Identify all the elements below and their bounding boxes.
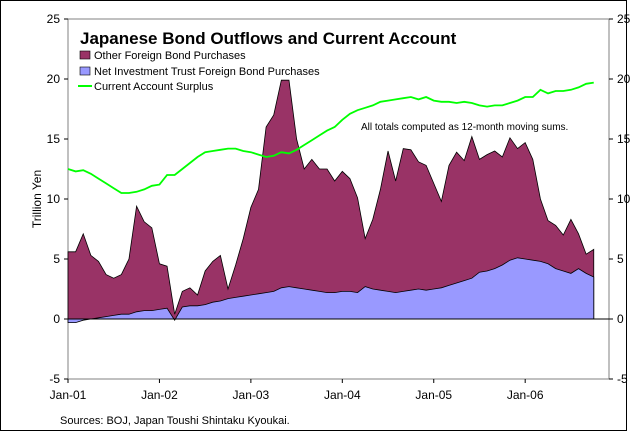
y-tick-label-left: 15 — [47, 132, 61, 146]
legend: Other Foreign Bond Purchases Net Investm… — [78, 50, 320, 93]
axes-layer: -5 -5 0 0 5 5 10 10 15 15 20 20 25 25 Jan-01 Jan-02 Jan-… — [47, 12, 631, 402]
y-tick-label-right: -5 — [617, 372, 628, 386]
legend-label-current-account-surplus: Current Account Surplus — [94, 81, 214, 93]
moving-sum-note: All totals computed as 12-month moving s… — [361, 122, 568, 133]
y-tick-label-left: 0 — [53, 312, 60, 326]
y-tick-label-right: 20 — [617, 72, 631, 86]
y-tick-label-left: 5 — [53, 252, 60, 266]
area-net-investment-trust — [67, 257, 595, 323]
x-tick-label: Jan-05 — [415, 388, 452, 402]
y-tick-label-right: 5 — [617, 252, 624, 266]
y-tick-label-right: 15 — [617, 132, 631, 146]
legend-label-net-investment-trust: Net Investment Trust Foreign Bond Purcha… — [94, 66, 320, 78]
legend-swatch-other-foreign-bond-purchases — [79, 50, 91, 60]
y-tick-label-left: 10 — [47, 192, 61, 206]
x-tick-label: Jan-06 — [507, 388, 544, 402]
line-current-account-surplus — [67, 81, 594, 194]
x-tick-label: Jan-01 — [50, 388, 87, 402]
y-tick-label-right: 10 — [617, 192, 631, 206]
y-tick-label-left: 20 — [47, 72, 61, 86]
series-layer — [67, 79, 595, 323]
x-tick-label: Jan-02 — [141, 388, 178, 402]
x-tick-label: Jan-03 — [233, 388, 270, 402]
source-note: Sources: BOJ, Japan Toushi Shintaku Kyou… — [60, 415, 290, 427]
y-tick-label-left: 25 — [47, 12, 61, 26]
y-tick-label-right: 25 — [617, 12, 631, 26]
chart-title: Japanese Bond Outflows and Current Accou… — [80, 29, 457, 48]
area-other-foreign-bond-purchases — [67, 79, 595, 320]
legend-label-other-foreign-bond-purchases: Other Foreign Bond Purchases — [94, 50, 246, 62]
x-tick-label: Jan-04 — [324, 388, 361, 402]
y-tick-label-left: -5 — [49, 372, 60, 386]
y-tick-label-right: 0 — [617, 312, 624, 326]
y-axis-label: Trillion Yen — [30, 170, 44, 228]
legend-swatch-net-investment-trust — [79, 66, 91, 76]
